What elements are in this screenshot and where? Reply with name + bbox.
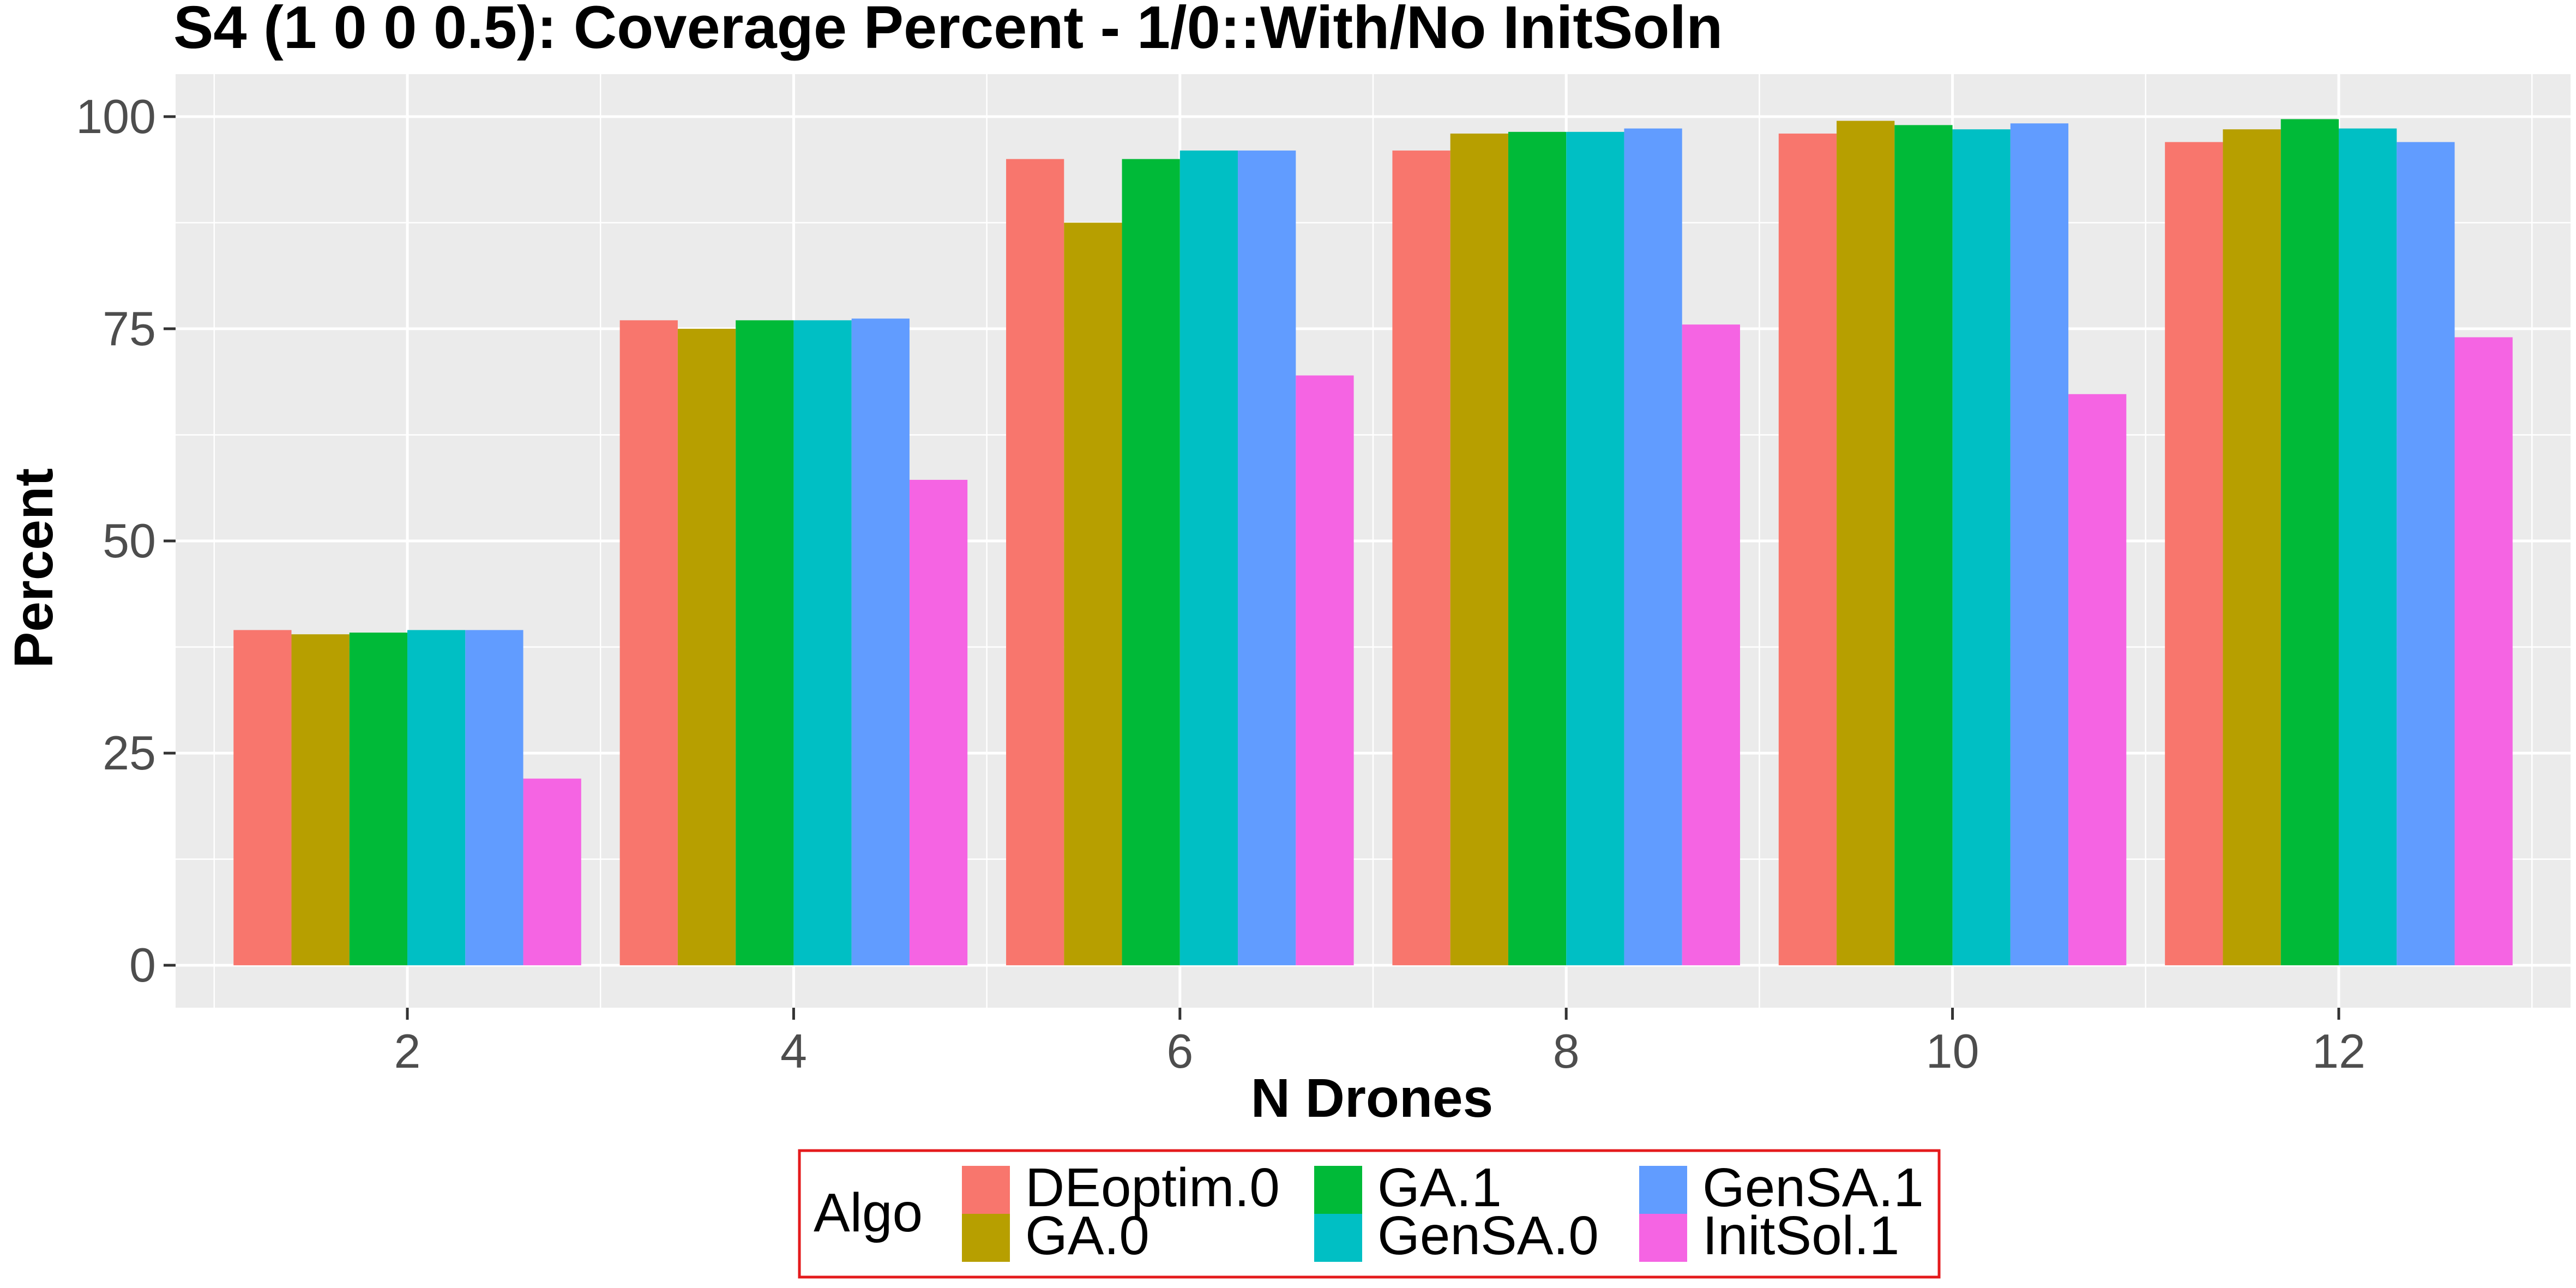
legend-label-deoptim-0: DEoptim.0	[1025, 1157, 1280, 1218]
legend-key-ga-0	[962, 1214, 1010, 1262]
bar-gensa-1-12	[2397, 142, 2455, 966]
x-tick-label: 4	[780, 1024, 807, 1078]
bar-deoptim-0-6	[1006, 159, 1064, 966]
y-tick-label: 100	[76, 89, 156, 143]
bar-gensa-0-10	[1952, 129, 2011, 966]
x-axis: 2 4 6 8 10 12	[394, 1008, 2366, 1078]
bar-ga-1-6	[1122, 159, 1180, 966]
bar-gensa-1-8	[1624, 128, 1682, 966]
x-tick-label: 2	[394, 1024, 421, 1078]
x-tick-label: 12	[2312, 1024, 2366, 1078]
bar-gensa-1-6	[1238, 151, 1296, 966]
y-axis: 0 25 50 75 100	[76, 89, 176, 992]
chart-title: S4 (1 0 0 0.5): Coverage Percent - 1/0::…	[173, 0, 1723, 61]
bar-gensa-1-2	[465, 630, 523, 966]
y-tick-label: 0	[129, 938, 156, 992]
x-tick-label: 8	[1553, 1024, 1580, 1078]
bar-ga-1-2	[349, 633, 408, 966]
bar-ga-0-12	[2223, 129, 2281, 966]
bar-ga-1-10	[1894, 125, 1953, 966]
x-tick-label: 10	[1926, 1024, 1979, 1078]
legend-label-ga-1: GA.1	[1377, 1157, 1502, 1218]
legend-label-gensa-1: GenSA.1	[1702, 1157, 1924, 1218]
bar-deoptim-0-4	[619, 320, 678, 966]
bar-ga-0-10	[1837, 121, 1895, 966]
legend-key-gensa-0	[1314, 1214, 1362, 1262]
legend-key-deoptim-0	[962, 1166, 1010, 1214]
bar-gensa-0-2	[407, 630, 466, 966]
legend-key-initsol-1	[1639, 1214, 1687, 1262]
bar-ga-1-8	[1508, 131, 1567, 966]
bar-deoptim-0-8	[1392, 151, 1450, 966]
bar-deoptim-0-10	[1778, 133, 1837, 966]
bar-ga-0-4	[677, 328, 736, 966]
legend-label-gensa-0: GenSA.0	[1377, 1205, 1599, 1266]
bar-initsol-1-2	[523, 778, 581, 966]
bars	[233, 119, 2513, 966]
legend-label-initsol-1: InitSol.1	[1702, 1205, 1899, 1266]
bar-ga-0-6	[1064, 222, 1122, 966]
bar-ga-0-2	[291, 634, 350, 966]
y-tick-label: 75	[103, 302, 156, 356]
legend-key-gensa-1	[1639, 1166, 1687, 1214]
bar-initsol-1-8	[1682, 324, 1740, 966]
bar-initsol-1-10	[2068, 394, 2127, 966]
bar-gensa-1-10	[2010, 123, 2069, 966]
y-tick-label: 25	[103, 726, 156, 780]
bar-ga-0-8	[1450, 133, 1508, 966]
legend-title: Algo	[814, 1182, 923, 1243]
bar-ga-1-12	[2280, 119, 2339, 966]
bar-gensa-0-6	[1179, 151, 1238, 966]
legend-label-ga-0: GA.0	[1025, 1205, 1149, 1266]
bar-deoptim-0-12	[2165, 142, 2223, 966]
bar-gensa-0-4	[793, 320, 852, 966]
y-tick-label: 50	[103, 514, 156, 568]
bar-gensa-1-4	[851, 318, 910, 966]
bar-initsol-1-12	[2454, 337, 2513, 966]
bar-initsol-1-4	[909, 479, 968, 966]
y-axis-title: Percent	[3, 468, 64, 669]
x-axis-title: N Drones	[1251, 1068, 1494, 1129]
bar-initsol-1-6	[1296, 375, 1354, 966]
bar-gensa-0-12	[2338, 128, 2397, 966]
bar-deoptim-0-2	[233, 630, 292, 966]
legend-key-ga-1	[1314, 1166, 1362, 1214]
bar-ga-1-4	[736, 320, 794, 966]
x-tick-label: 6	[1166, 1024, 1193, 1078]
bar-gensa-0-8	[1566, 131, 1624, 966]
